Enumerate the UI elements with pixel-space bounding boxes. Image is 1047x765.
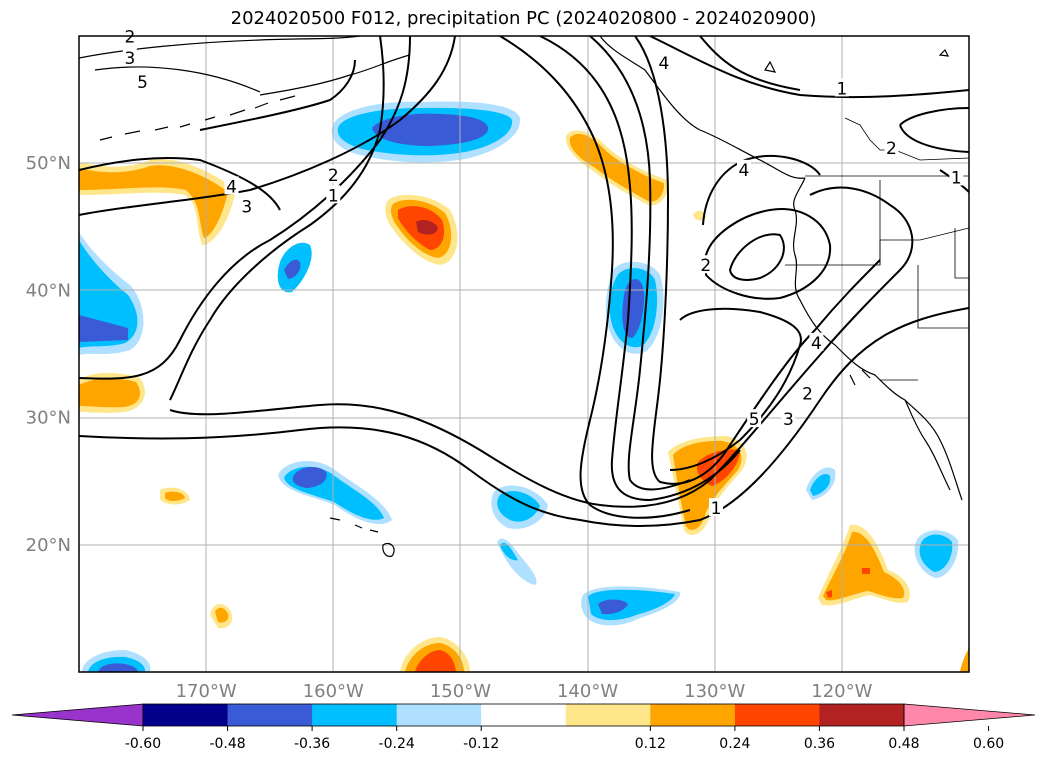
latitude-label: 20°N — [26, 535, 71, 556]
map-title: 2024020500 F012, precipitation PC (20240… — [230, 8, 817, 29]
latitude-label: 50°N — [26, 153, 71, 174]
contour-label: 4 — [226, 177, 237, 197]
colorbar-border — [142, 703, 905, 727]
contour-label-bg — [224, 176, 239, 195]
longitude-label: 170°W — [176, 681, 237, 702]
longitude-labels: 170°W 160°W 150°W 140°W 130°W 120°W — [176, 681, 873, 702]
colorbar-extend-high — [903, 703, 1036, 727]
contour-label-bg — [781, 409, 796, 428]
contour-label: 4 — [739, 161, 750, 181]
longitude-label: 130°W — [684, 681, 745, 702]
colorbar-segment — [396, 704, 482, 726]
contour-big-loop — [169, 186, 914, 508]
contour-label: 2 — [328, 166, 339, 186]
contour-label: 2 — [700, 256, 711, 276]
colorbar-tick-label: -0.48 — [209, 736, 245, 752]
alaska-coast — [79, 36, 806, 179]
contour-label: 2 — [802, 385, 813, 405]
contour-label: 1 — [328, 186, 339, 206]
contour-label: 2 — [124, 27, 135, 47]
contour-label-bg — [884, 138, 899, 157]
contour-label-bg — [736, 159, 751, 178]
colorbar-segment — [650, 704, 736, 726]
colorbar-tick-label: 0.24 — [719, 736, 750, 752]
colorbar-segment — [227, 704, 313, 726]
contour-label-bg — [326, 164, 341, 183]
map-border — [78, 35, 970, 673]
contour-label-bg — [135, 72, 150, 91]
colorbar-tick-label: 0.36 — [804, 736, 835, 752]
contour-2 — [169, 36, 385, 401]
contour-label: 4 — [811, 334, 822, 354]
contour-label: 5 — [749, 410, 760, 430]
contour-lines — [79, 36, 969, 527]
contour-label-bg — [239, 196, 254, 215]
contour-3 — [79, 59, 356, 211]
political-borders — [785, 117, 969, 381]
coastlines — [79, 36, 963, 557]
colorbar-tick-label: -0.60 — [125, 736, 161, 752]
colorbar-segment — [819, 704, 905, 726]
gridlines — [79, 36, 969, 672]
colorbar-segment — [143, 704, 229, 726]
contour-1-main — [79, 307, 969, 527]
contour-label: 1 — [711, 499, 722, 519]
contour-label-bg — [122, 47, 137, 66]
longitude-label: 120°W — [811, 681, 872, 702]
contour-label: 4 — [658, 54, 669, 74]
contour-label-bg — [326, 185, 341, 204]
contour-label-bg — [949, 167, 964, 186]
contour-label-bg — [809, 332, 824, 351]
contour-label-bg — [698, 255, 713, 274]
contour-label: 3 — [241, 198, 252, 218]
colorbar-segment — [481, 704, 567, 726]
contour-label: 3 — [783, 410, 794, 430]
longitude-label: 140°W — [557, 681, 618, 702]
colorbar-segment — [565, 704, 651, 726]
colorbar-tick-label: -0.36 — [294, 736, 330, 752]
contour-label: 3 — [124, 49, 135, 69]
colorbar-tick-label: 0.48 — [888, 736, 919, 752]
latitude-label: 30°N — [26, 408, 71, 429]
longitude-label: 160°W — [303, 681, 364, 702]
longitude-label: 150°W — [430, 681, 491, 702]
hawaii — [329, 517, 395, 557]
contour-label-bg — [656, 52, 671, 71]
colorbar-tick-label: 0.60 — [973, 736, 1004, 752]
colorbar-tick-label: -0.24 — [379, 736, 415, 752]
colorbar-tick-label: 0.12 — [635, 736, 666, 752]
contour-label-bg — [708, 498, 723, 517]
precip-shading — [79, 101, 969, 672]
latitude-labels: 50°N 40°N 30°N 20°N — [26, 153, 71, 556]
contour-label-bg — [800, 383, 815, 402]
west-coast — [792, 177, 963, 501]
colorbar: -0.60 -0.48 -0.36 -0.24 -0.12 0.12 0.24 0.36 0.4… — [11, 703, 1036, 752]
contour-label: 5 — [137, 73, 148, 93]
colorbar-segment — [312, 704, 398, 726]
contour-label-bg — [747, 409, 762, 428]
colorbar-tick-label: -0.12 — [463, 736, 499, 752]
contour-label-bg — [834, 78, 849, 97]
colorbar-extend-low — [11, 703, 144, 727]
contour-label: 1 — [951, 168, 962, 188]
contour-label: 1 — [836, 79, 847, 99]
colorbar-segment — [734, 704, 820, 726]
contour-label: 2 — [886, 139, 897, 159]
latitude-label: 40°N — [26, 280, 71, 301]
contour-1-west — [79, 36, 456, 216]
